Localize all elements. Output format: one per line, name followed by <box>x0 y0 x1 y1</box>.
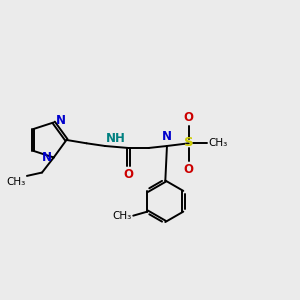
Text: N: N <box>42 151 52 164</box>
Text: N: N <box>162 130 172 143</box>
Text: O: O <box>184 111 194 124</box>
Text: CH₃: CH₃ <box>208 138 228 148</box>
Text: O: O <box>123 168 134 182</box>
Text: NH: NH <box>106 132 125 145</box>
Text: CH₃: CH₃ <box>112 211 132 221</box>
Text: N: N <box>56 114 66 127</box>
Text: CH₃: CH₃ <box>6 177 25 187</box>
Text: S: S <box>184 136 194 149</box>
Text: O: O <box>184 163 194 176</box>
